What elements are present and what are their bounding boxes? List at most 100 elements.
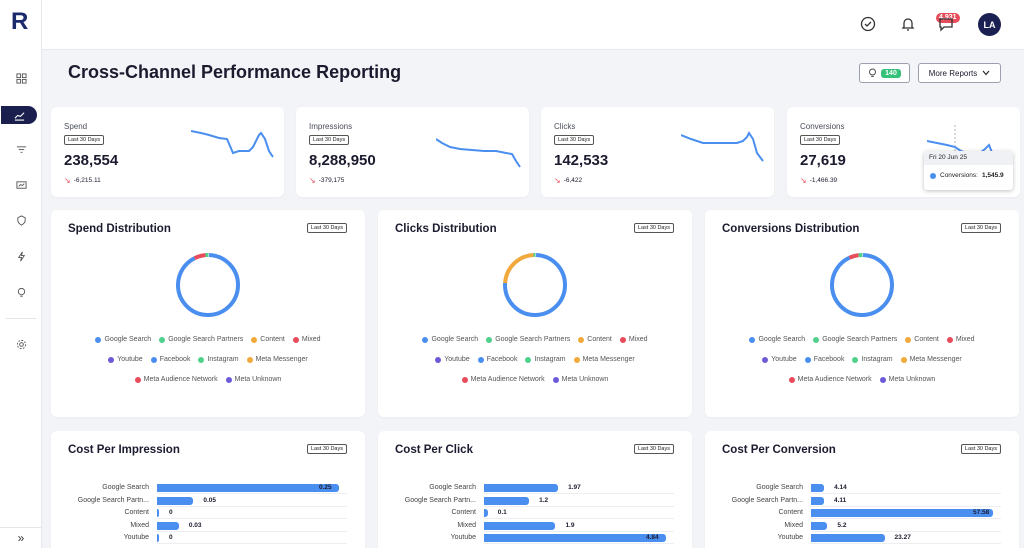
- legend-item[interactable]: Meta Messenger: [900, 356, 962, 363]
- legend-label: Meta Audience Network: [797, 376, 872, 383]
- chevron-down-icon: [982, 70, 990, 76]
- tasks-check-icon[interactable]: [859, 15, 877, 33]
- period-badge[interactable]: Last 30 Days: [306, 444, 347, 454]
- bar[interactable]: [484, 521, 556, 530]
- legend-label: Meta Audience Network: [470, 376, 545, 383]
- user-avatar[interactable]: LA: [978, 13, 1001, 36]
- legend-item[interactable]: Instagram: [198, 356, 239, 363]
- lightbulb-icon[interactable]: [0, 282, 42, 302]
- legend-item[interactable]: Facebook: [477, 356, 517, 363]
- settings-gear-icon[interactable]: [0, 334, 42, 354]
- chat-bubble-icon[interactable]: [937, 15, 955, 33]
- bar[interactable]: [484, 509, 488, 517]
- bar[interactable]: [811, 534, 885, 542]
- bar[interactable]: [157, 484, 339, 492]
- legend-dot: [905, 336, 912, 343]
- legend-label: Meta Unknown: [561, 376, 609, 383]
- bar-value-label: 1.2: [539, 496, 549, 504]
- legend-label: Google Search: [431, 336, 479, 343]
- panel-title: Cost Per Conversion: [722, 444, 836, 456]
- legend-item[interactable]: Mixed: [619, 336, 648, 343]
- bar-row: Content 0.1: [378, 508, 692, 518]
- legend-item[interactable]: Instagram: [525, 356, 566, 363]
- analytics-screen-icon[interactable]: [0, 175, 42, 195]
- bar-row: Google Search Partn... 4.11: [705, 496, 1019, 506]
- legend-item[interactable]: Content: [251, 336, 285, 343]
- bar-gridline: [484, 505, 674, 507]
- bar-row: Google Search Partn... 0.05: [51, 496, 365, 506]
- legend-item[interactable]: Google Search Partners: [486, 336, 570, 343]
- legend-item[interactable]: Google Search: [749, 336, 805, 343]
- legend-item[interactable]: Meta Messenger: [573, 356, 635, 363]
- period-badge[interactable]: Last 30 Days: [960, 223, 1001, 233]
- legend-item[interactable]: Meta Audience Network: [461, 376, 545, 383]
- bar-value-label: 57.58: [973, 509, 990, 516]
- bar[interactable]: [157, 534, 159, 542]
- legend-item[interactable]: Facebook: [804, 356, 844, 363]
- bar[interactable]: [811, 509, 993, 517]
- period-badge[interactable]: Last 30 Days: [800, 135, 841, 145]
- bar-gridline: [157, 493, 347, 494]
- legend-item[interactable]: Meta Unknown: [225, 376, 281, 383]
- bar[interactable]: [811, 496, 824, 505]
- period-badge[interactable]: Last 30 Days: [64, 135, 105, 145]
- legend-label: Instagram: [207, 356, 239, 363]
- legend-label: Meta Messenger: [255, 356, 308, 363]
- insights-button[interactable]: 140: [859, 63, 910, 83]
- period-badge[interactable]: Last 30 Days: [306, 223, 347, 233]
- legend-item[interactable]: Mixed: [946, 336, 975, 343]
- legend-item[interactable]: Meta Audience Network: [134, 376, 218, 383]
- more-reports-dropdown[interactable]: More Reports: [918, 63, 1001, 83]
- legend-dot: [134, 376, 141, 383]
- bar-gridline: [157, 505, 347, 507]
- kpi-delta-value: -6,422: [563, 177, 583, 184]
- bar-value-label: 5.2: [837, 521, 847, 529]
- bar-value-label: 4.84: [646, 534, 659, 541]
- bar[interactable]: [484, 484, 559, 492]
- bar[interactable]: [484, 496, 530, 505]
- legend-item[interactable]: Google Search Partners: [813, 336, 897, 343]
- period-badge[interactable]: Last 30 Days: [309, 135, 350, 145]
- legend-item[interactable]: Youtube: [435, 356, 470, 363]
- bar[interactable]: [484, 534, 666, 542]
- notification-bell-icon[interactable]: [899, 15, 917, 33]
- tooltip-value: 1,545.9: [981, 172, 1004, 179]
- legend-item[interactable]: Meta Unknown: [552, 376, 609, 383]
- period-badge[interactable]: Last 30 Days: [633, 444, 674, 454]
- legend-item[interactable]: Content: [905, 336, 939, 343]
- legend-item[interactable]: Meta Messenger: [246, 356, 308, 363]
- app-logo[interactable]: R: [11, 8, 29, 35]
- bar[interactable]: [811, 484, 825, 492]
- kpi-label: Conversions: [800, 122, 845, 131]
- legend-item[interactable]: Youtube: [108, 356, 143, 363]
- bar-value-label: 0.25: [319, 484, 332, 491]
- shield-icon[interactable]: [0, 210, 42, 230]
- legend-item[interactable]: Content: [578, 336, 612, 343]
- reporting-chart-icon[interactable]: [1, 106, 37, 124]
- legend-item[interactable]: Google Search: [422, 336, 478, 343]
- bar[interactable]: [157, 521, 179, 530]
- period-badge[interactable]: Last 30 Days: [633, 223, 674, 233]
- lightning-icon[interactable]: [0, 246, 42, 266]
- legend-item[interactable]: Google Search Partners: [159, 336, 243, 343]
- bar[interactable]: [811, 521, 828, 530]
- legend-item[interactable]: Meta Audience Network: [788, 376, 872, 383]
- legend-dot: [946, 336, 953, 343]
- legend-item[interactable]: Google Search: [95, 336, 151, 343]
- bar[interactable]: [157, 509, 159, 517]
- period-badge[interactable]: Last 30 Days: [554, 135, 595, 145]
- legend-item[interactable]: Meta Unknown: [879, 376, 935, 383]
- kpi-card-clicks: Clicks Last 30 Days 142,533 ↘ -6,422: [541, 107, 774, 197]
- legend-item[interactable]: Facebook: [150, 356, 190, 363]
- chart-legend-row: Youtube Facebook Instagram Meta Messenger: [51, 356, 365, 363]
- period-badge[interactable]: Last 30 Days: [960, 444, 1001, 454]
- bar[interactable]: [157, 496, 194, 505]
- legend-item[interactable]: Instagram: [852, 356, 893, 363]
- expand-sidebar-button[interactable]: »: [0, 527, 42, 548]
- kpi-value: 27,619: [800, 152, 846, 169]
- legend-dot: [749, 336, 756, 343]
- filter-icon[interactable]: [0, 140, 42, 160]
- dashboard-grid-icon[interactable]: [0, 68, 42, 88]
- legend-item[interactable]: Youtube: [762, 356, 797, 363]
- legend-item[interactable]: Mixed: [292, 336, 321, 343]
